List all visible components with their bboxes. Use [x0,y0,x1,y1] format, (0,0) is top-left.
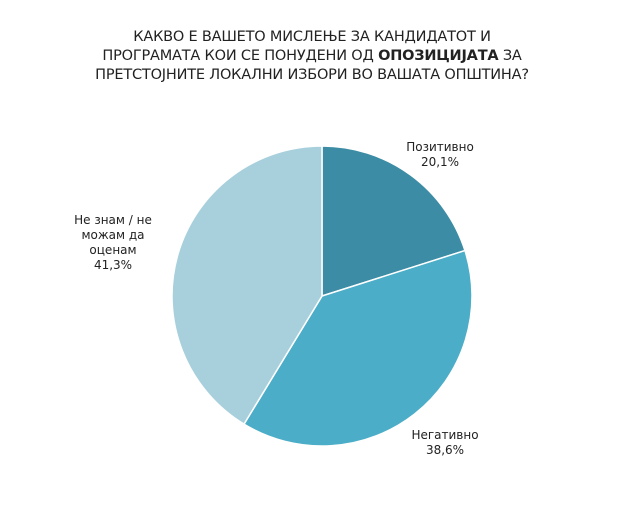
title-text: КАКВО Е ВАШЕТО МИСЛЕЊЕ ЗА КАНДИДАТОТ И [133,29,491,45]
title-line: КАКВО Е ВАШЕТО МИСЛЕЊЕ ЗА КАНДИДАТОТ И [0,28,624,47]
title-emphasis: ОПОЗИЦИЈАТА [378,48,499,64]
slice-value-label: 38,6% [425,443,465,457]
title-line: ПРОГРАМАТА КОИ СЕ ПОНУДЕНИ ОД ОПОЗИЦИЈАТ… [0,47,624,66]
chart-title: КАКВО Е ВАШЕТО МИСЛЕЊЕ ЗА КАНДИДАТОТ И ПР… [0,28,624,85]
slice-value-label: 41,3% [93,258,133,272]
slice-label-dont-know: Не знам / не можам да оценам 41,3% [72,213,154,273]
pie-slice-2 [171,145,323,426]
slice-label-text: Позитивно [406,140,474,154]
title-text: ЗА [498,48,522,64]
slice-label-negative: Негативно 38,6% [400,428,490,458]
slice-value-label: 20,1% [420,155,460,169]
title-line: ПРЕТСТОЈНИТЕ ЛОКАЛНИ ИЗБОРИ ВО ВАШАТА ОП… [0,66,624,85]
slice-label-text: Не знам / не можам да оценам [74,213,152,257]
slice-label-text: Негативно [411,428,479,442]
slice-label-positive: Позитивно 20,1% [395,140,485,170]
title-text: ПРОГРАМАТА КОИ СЕ ПОНУДЕНИ ОД [102,48,379,64]
pie-slice-0 [321,145,466,298]
pie-slice-1 [242,249,473,447]
title-text: ПРЕТСТОЈНИТЕ ЛОКАЛНИ ИЗБОРИ ВО ВАШАТА ОП… [95,67,529,83]
